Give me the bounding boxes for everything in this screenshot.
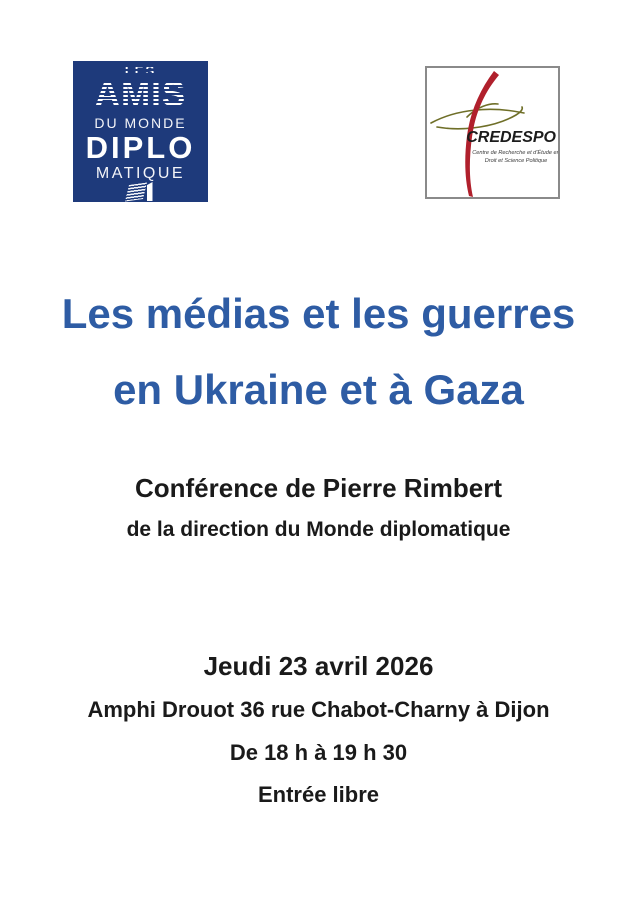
event-date: Jeudi 23 avril 2026 — [203, 651, 434, 681]
amis-logo-du-monde-text: DU MONDE — [94, 115, 187, 131]
credespo-subtitle-line2: Droit et Science Politique — [485, 158, 548, 164]
event-title-line2: en Ukraine et à Gaza — [113, 366, 524, 413]
event-time: De 18 h à 19 h 30 — [229, 740, 408, 765]
credespo-logo: CREDESPO Centre de Recherche et d'Étude … — [425, 66, 560, 199]
amis-flag-icon — [124, 182, 156, 202]
event-venue: Amphi Drouot 36 rue Chabot-Charny à Dijo… — [87, 697, 550, 722]
event-admission: Entrée libre — [257, 782, 380, 807]
credespo-name: CREDESPO — [466, 129, 556, 146]
amis-logo-diplo-text: DIPLO — [85, 130, 196, 165]
credespo-red-stroke-icon — [465, 71, 499, 197]
speaker-affiliation: de la direction du Monde diplomatique — [126, 518, 511, 541]
amis-logo-amis-text: AMIS — [94, 75, 187, 114]
credespo-subtitle-line1: Centre de Recherche et d'Étude en — [472, 149, 558, 156]
event-title: Les médias et les guerres en Ukraine et … — [0, 276, 637, 428]
amis-logo-matique-text: MATIQUE — [95, 165, 186, 182]
speaker-block: Conférence de Pierre Rimbert de la direc… — [0, 472, 637, 543]
credespo-logo-graphic: CREDESPO Centre de Recherche et d'Étude … — [430, 71, 558, 197]
speaker-line: Conférence de Pierre Rimbert — [134, 473, 502, 503]
amis-du-monde-diplomatique-logo: LES AMIS DU MONDE DIPLO MATIQUE — [73, 61, 208, 202]
event-details: Jeudi 23 avril 2026 Amphi Drouot 36 rue … — [0, 644, 637, 816]
event-title-line1: Les médias et les guerres — [61, 290, 576, 337]
